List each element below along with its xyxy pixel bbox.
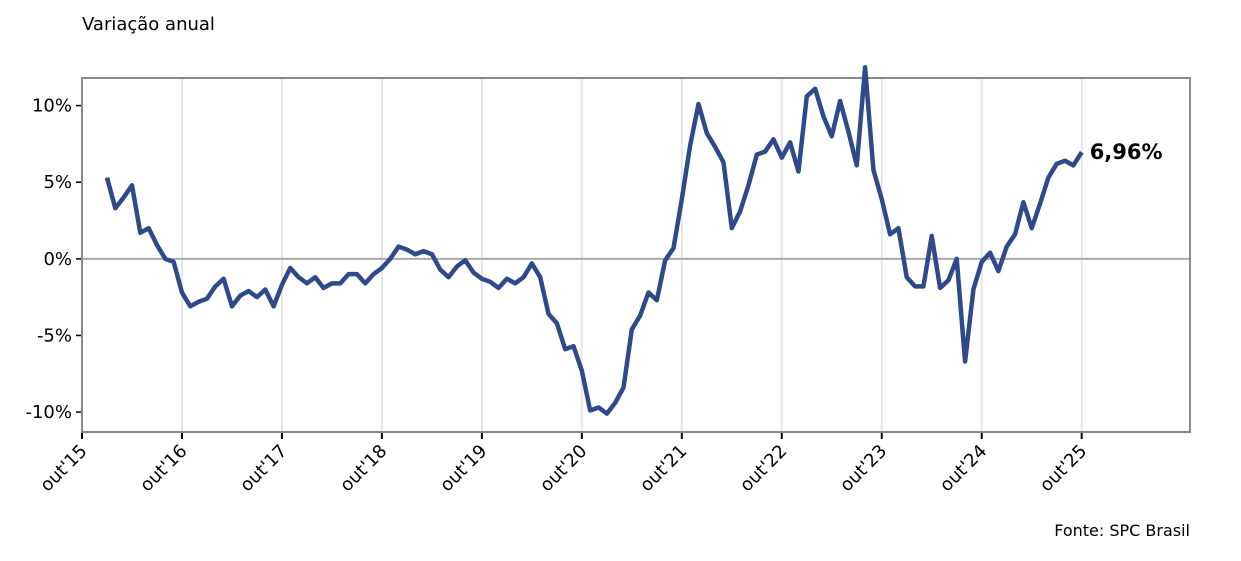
x-tick-label: out'19 bbox=[436, 441, 491, 496]
source: Fonte: SPC Brasil bbox=[1054, 521, 1190, 540]
x-tick-label: out'18 bbox=[336, 441, 391, 496]
data-label: 6,96% bbox=[1090, 140, 1163, 164]
line bbox=[104, 65, 1084, 416]
x-tick-label: out'24 bbox=[936, 441, 991, 496]
plot-frame bbox=[81, 77, 1191, 433]
x-tick-label: out'20 bbox=[536, 441, 591, 496]
y-tick-label: 5% bbox=[43, 172, 72, 193]
x-tick-label: out'22 bbox=[736, 441, 791, 496]
x-tick-label: out'17 bbox=[236, 441, 291, 496]
x-tick-label: out'16 bbox=[136, 441, 191, 496]
x-tick-label: out'21 bbox=[636, 441, 691, 496]
x-tick-label: out'25 bbox=[1036, 441, 1091, 496]
x-tick-label: out'23 bbox=[836, 441, 891, 496]
y-tick-label: -10% bbox=[25, 402, 72, 423]
y-tick-label: 0% bbox=[43, 249, 72, 270]
y-tick-label: 10% bbox=[32, 96, 72, 117]
y-axis-title: Variação anual bbox=[82, 14, 215, 35]
x-tick-label: out'15 bbox=[36, 441, 91, 496]
y-tick-label: -5% bbox=[37, 325, 72, 346]
